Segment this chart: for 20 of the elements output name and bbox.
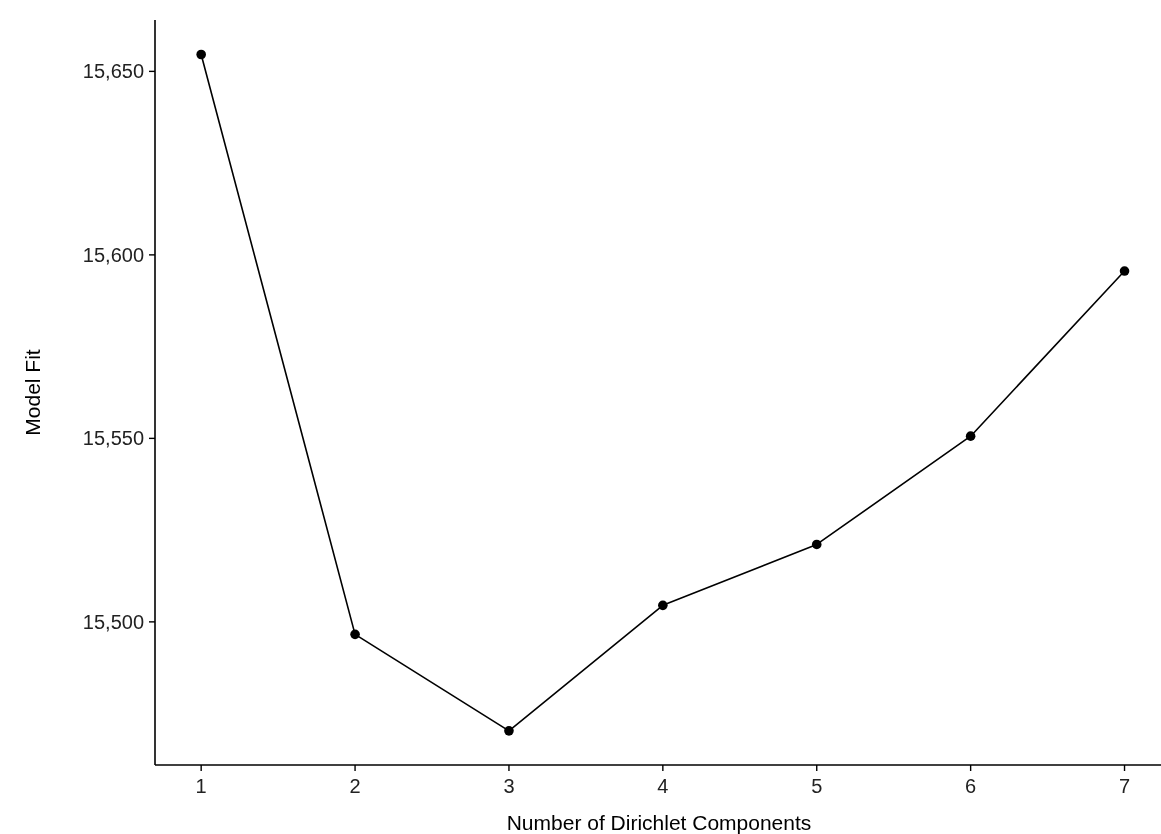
x-tick-label: 1	[195, 775, 207, 797]
point	[350, 629, 360, 640]
point	[1119, 266, 1130, 276]
point	[196, 49, 206, 60]
x-tick-label: 5	[811, 775, 823, 797]
x-tick-label: 4	[657, 775, 669, 797]
point	[658, 600, 668, 611]
point	[965, 431, 976, 441]
y-tick-label: 15,550	[82, 427, 144, 450]
x-axis-title: Number of Dirichlet Components	[506, 811, 812, 834]
point	[811, 539, 822, 550]
x-tick-label: 7	[1118, 775, 1131, 797]
y-tick-label: 15,650	[82, 60, 144, 83]
x-tick-label: 2	[349, 775, 361, 797]
point	[504, 726, 514, 736]
x-tick-label: 3	[503, 775, 515, 797]
x-tick-label: 6	[965, 775, 977, 797]
y-tick-label: 15,500	[82, 610, 144, 633]
y-tick-label: 15,600	[82, 243, 144, 266]
y-axis-title: Model Fit	[21, 349, 44, 436]
